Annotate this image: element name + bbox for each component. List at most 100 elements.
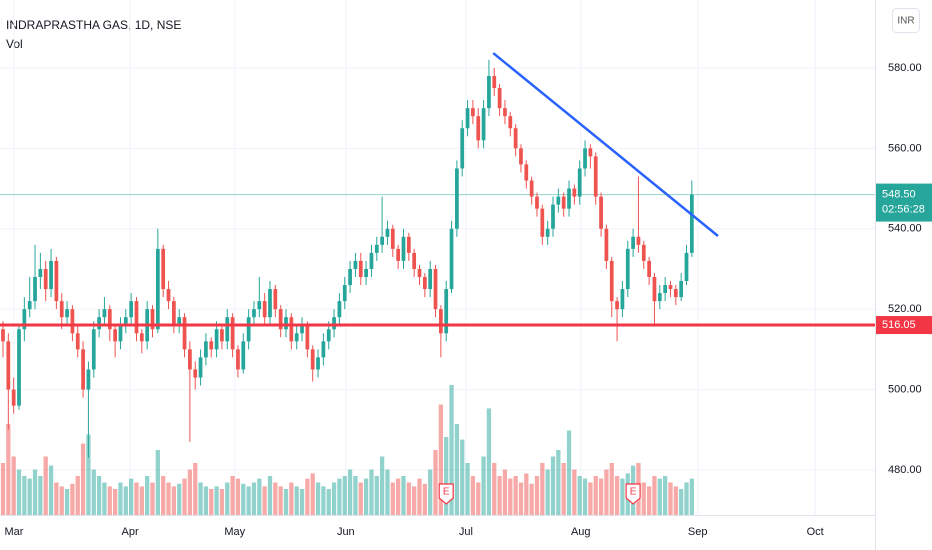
volume-bar <box>70 483 75 515</box>
volume-bar <box>198 482 203 515</box>
volume-bar <box>363 478 369 515</box>
volume-bar <box>497 476 502 515</box>
candle-body <box>49 260 53 290</box>
volume-bar <box>86 434 91 515</box>
volume-bar <box>171 486 177 515</box>
x-tick-label: Jul <box>459 526 473 538</box>
volume-bar <box>550 456 556 515</box>
currency: INR <box>897 16 914 27</box>
candle-body <box>684 252 689 282</box>
candle-body <box>139 333 144 342</box>
candle-body <box>540 208 545 237</box>
volume-bar <box>470 476 476 515</box>
candle-body <box>284 317 288 330</box>
candle-body <box>214 329 219 350</box>
candle-body <box>508 116 513 129</box>
candle-body <box>230 317 235 350</box>
candle-body <box>652 276 657 302</box>
volume-bar <box>598 478 604 515</box>
candle-body <box>171 301 176 326</box>
volume-bar <box>668 482 673 515</box>
candle-body <box>236 349 240 370</box>
volume-bar <box>310 473 315 515</box>
candle-body <box>385 228 390 237</box>
candle-body <box>166 289 171 302</box>
volume-bar <box>182 478 187 515</box>
volume-bar <box>529 483 534 515</box>
volume-bar <box>401 476 406 515</box>
volume-bar <box>513 476 518 515</box>
currency-button[interactable] <box>892 8 920 33</box>
volume-bar <box>379 456 385 515</box>
candle-body <box>321 341 326 358</box>
volume-bar <box>241 483 246 515</box>
volume-bar <box>641 482 646 515</box>
candle-body <box>342 285 347 302</box>
volume-bar <box>187 469 193 515</box>
volume-bar <box>369 469 374 515</box>
candle-body <box>535 196 539 209</box>
candle-body <box>118 325 123 342</box>
candle-body <box>422 276 427 290</box>
volume-bar <box>465 463 470 515</box>
y-tick-label: 500.00 <box>888 383 922 395</box>
volume-bar <box>337 478 342 515</box>
candle-body <box>663 285 668 294</box>
candle-body <box>390 228 395 249</box>
event-marker <box>625 483 641 505</box>
volume-bar <box>11 456 16 515</box>
candle-body <box>620 289 625 310</box>
x-tick-label: Sep <box>688 526 708 538</box>
candle-body <box>604 228 609 261</box>
volume-bar <box>679 489 684 515</box>
volume-bar <box>43 456 48 515</box>
candle-body <box>577 168 582 197</box>
candle-body <box>310 349 315 370</box>
volume-bar <box>102 482 107 515</box>
volume-bar <box>342 476 347 515</box>
candle-body <box>102 309 107 318</box>
candle-body <box>524 164 529 181</box>
candle-body <box>193 369 198 378</box>
candle-body <box>636 236 641 245</box>
candle-body <box>11 389 16 406</box>
candle-body <box>599 196 603 229</box>
volume-bar <box>22 476 27 515</box>
candle-body <box>278 309 283 330</box>
volume-bar <box>556 450 561 515</box>
volume-bar <box>588 482 593 515</box>
volume-bar <box>59 486 64 515</box>
volume-bar <box>582 478 588 515</box>
candle-body <box>161 248 166 290</box>
candle-body <box>241 341 246 370</box>
volume-bar <box>444 437 449 515</box>
candle-body <box>91 329 96 370</box>
trendline <box>492 52 719 237</box>
candle-body <box>444 289 449 334</box>
volume-bar <box>577 476 582 515</box>
volume-bar <box>150 482 155 515</box>
volume-bar <box>460 439 465 515</box>
candle-body <box>316 357 320 370</box>
x-tick-label: Apr <box>122 526 139 538</box>
volume-bar <box>118 482 123 515</box>
countdown-label: 02:56:28 <box>882 203 925 215</box>
candle-body <box>75 333 80 350</box>
volume-bar <box>193 463 198 515</box>
candle-body <box>129 301 134 318</box>
candle-body <box>433 268 438 310</box>
candle-body <box>545 228 550 237</box>
support-price-box <box>876 316 932 335</box>
candle-body <box>412 252 417 269</box>
volume-bar <box>38 476 43 515</box>
volume-bar <box>273 482 278 515</box>
candle-body <box>294 333 299 342</box>
candle-body <box>668 285 673 290</box>
candle-body <box>6 341 11 390</box>
candle-body <box>625 248 630 290</box>
event-label: E <box>630 487 637 498</box>
candle-body <box>198 357 203 378</box>
volume-bar <box>652 476 657 515</box>
candle-body <box>97 317 101 330</box>
volume-bar <box>251 482 257 515</box>
